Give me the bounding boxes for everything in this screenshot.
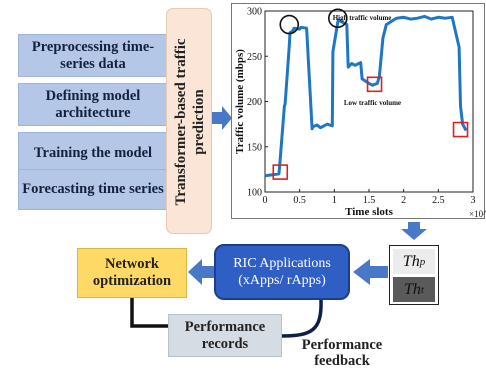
- performance-records-label: Performance records: [184, 318, 266, 352]
- low-traffic-square: [272, 164, 289, 180]
- feedback-curve: [281, 299, 323, 338]
- ric-subtitle: (xApps/ rApps): [238, 273, 326, 288]
- y-axis-label: Traffic volume (mbps): [234, 49, 246, 154]
- annotation-low-traffic: Low traffic volume: [344, 99, 401, 107]
- step-label: Forecasting time series: [22, 181, 164, 197]
- arrow-to-netopt: [188, 259, 214, 285]
- step-label: Training the model: [33, 145, 153, 161]
- network-optimization-box: Network optimization: [77, 248, 187, 298]
- x-multiplier-label: ×10^6: [469, 209, 486, 219]
- x-axis-label: Time slots: [345, 206, 393, 218]
- x-tick-label: 3: [471, 195, 476, 206]
- threshold-predicted: Th p: [393, 249, 435, 274]
- ric-title: RIC Applications: [233, 256, 331, 271]
- x-tick-label: 0: [263, 195, 268, 206]
- low-traffic-square: [452, 121, 469, 138]
- threshold-box: Th p Th t: [389, 245, 439, 305]
- x-tick-label: 2: [401, 195, 406, 206]
- arrow-to-chart: [212, 106, 232, 130]
- threshold-target: Th t: [393, 277, 435, 302]
- high-traffic-circle: [328, 8, 348, 29]
- y-tick-label: 100: [247, 188, 262, 199]
- x-tick-label: 1.5: [363, 195, 376, 206]
- line-netopt-to-records: [130, 298, 168, 328]
- x-tick-label: 2.5: [432, 195, 445, 206]
- threshold-target-base: Th: [404, 280, 421, 298]
- threshold-target-sub: t: [420, 283, 424, 296]
- low-traffic-square: [366, 76, 383, 93]
- traffic-series-line: [264, 14, 468, 178]
- y-tick-label: 200: [247, 97, 262, 108]
- annotation-high-traffic: High traffic volume: [333, 14, 392, 22]
- y-tick-label: 150: [247, 142, 262, 153]
- step-preprocessing: Preprocessing time-series data: [18, 34, 168, 77]
- ric-applications-box: RIC Applications (xApps/ rApps): [214, 244, 350, 300]
- step-training: Training the model: [18, 132, 168, 175]
- step-label: Defining model architecture: [45, 87, 141, 121]
- arrow-down-to-thresholds: [401, 222, 427, 240]
- threshold-predicted-base: Th: [402, 252, 420, 270]
- traffic-chart-svg: 0 0.5 1 1.5 2 2.5 3 100 150 200 250 300 Time slots Tr…: [234, 7, 486, 220]
- traffic-chart: 0 0.5 1 1.5 2 2.5 3 100 150 200 250 300 Time slots Tr…: [231, 3, 486, 220]
- arrow-to-ric: [353, 259, 388, 285]
- performance-records-box: Performance records: [168, 314, 282, 357]
- x-tick-label: 1: [332, 195, 337, 206]
- high-traffic-circle: [279, 14, 300, 35]
- step-forecasting: Forecasting time series: [18, 169, 168, 210]
- x-tick-label: 0.5: [293, 195, 306, 206]
- transformer-box: Transformer-based traffic prediction: [166, 8, 212, 234]
- y-tick-label: 250: [247, 52, 262, 63]
- performance-feedback-label: Performance feedback: [301, 337, 383, 369]
- threshold-predicted-sub: p: [419, 255, 426, 268]
- y-tick-label: 300: [247, 7, 262, 18]
- step-label: Preprocessing time-series data: [31, 38, 155, 72]
- network-optimization-label: Network optimization: [92, 256, 172, 289]
